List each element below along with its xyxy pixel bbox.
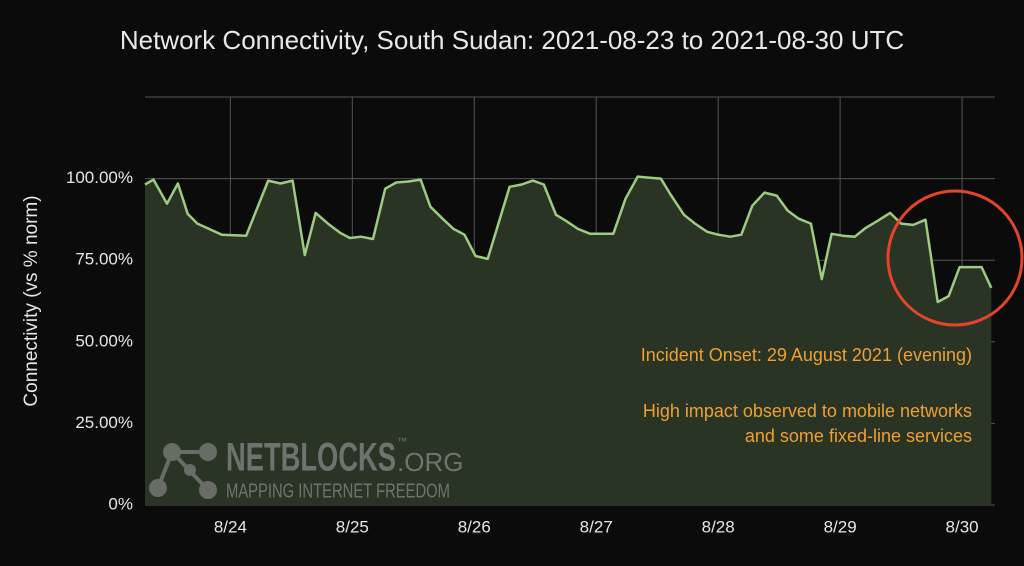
watermark: NETBLOCKS ™ .ORG MAPPING INTERNET FREEDO… xyxy=(149,436,463,502)
y-tick-label: 75.00% xyxy=(75,250,133,269)
watermark-tm: ™ xyxy=(397,437,407,448)
watermark-logo xyxy=(149,443,217,499)
x-tick-label: 8/29 xyxy=(824,517,857,536)
y-tick-label: 50.00% xyxy=(75,331,133,350)
x-tick-label: 8/24 xyxy=(214,517,247,536)
watermark-tagline: MAPPING INTERNET FREEDOM xyxy=(226,480,450,502)
x-tick-label: 8/28 xyxy=(702,517,735,536)
area xyxy=(145,176,992,505)
highlight-circle xyxy=(886,189,1024,327)
chart-title: Network Connectivity, South Sudan: 2021-… xyxy=(120,25,904,55)
x-tick-label: 8/27 xyxy=(580,517,613,536)
y-axis-label: Connectivity (vs % norm) xyxy=(21,195,42,406)
annotation: High impact observed to mobile networks xyxy=(643,401,972,421)
annotation: Incident Onset: 29 August 2021 (evening) xyxy=(641,345,972,365)
line xyxy=(144,175,993,304)
watermark-brand: NETBLOCKS xyxy=(226,436,396,480)
x-tick-label: 8/25 xyxy=(336,517,369,536)
y-tick-label: 25.00% xyxy=(75,413,133,432)
x-tick-label: 8/30 xyxy=(946,517,979,536)
annotation: and some fixed-line services xyxy=(745,426,972,446)
y-tick-label: 0% xyxy=(108,494,133,513)
plot xyxy=(144,175,993,505)
watermark-suffix: .ORG xyxy=(397,447,463,477)
y-tick-label: 100.00% xyxy=(66,168,133,187)
x-tick-label: 8/26 xyxy=(458,517,491,536)
